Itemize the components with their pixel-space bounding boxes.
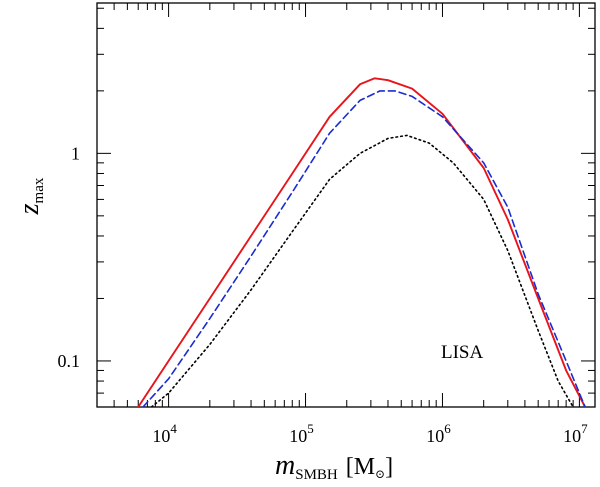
- y-axis-label-main: z: [14, 203, 45, 215]
- x-axis-label: mSMBH [M⊙]: [275, 450, 393, 483]
- plot-frame: [96, 2, 596, 408]
- y-axis-label: zmax: [14, 177, 47, 215]
- x-axis-label-sub: SMBH: [295, 467, 338, 483]
- x-tick-label: 104: [152, 421, 177, 446]
- y-tick-label: 1: [71, 143, 80, 163]
- x-axis-label-unit-open: [M: [346, 454, 375, 480]
- x-axis-label-unit-close: ]: [385, 454, 393, 480]
- x-tick-label: 105: [289, 421, 314, 446]
- x-axis-label-main: m: [275, 450, 295, 481]
- x-axis-label-unit-symbol: ⊙: [375, 467, 385, 481]
- series-line-solid: [137, 77, 587, 407]
- x-tick-label: 106: [426, 421, 451, 446]
- series-line-dotted: [150, 134, 574, 407]
- series-line-dashed: [142, 90, 586, 407]
- tick-labels: 104 105 106 107 0.1 1: [58, 143, 589, 446]
- annotation-lisa: LISA: [441, 342, 484, 363]
- y-axis-label-sub: max: [31, 177, 47, 203]
- x-tick-label: 107: [563, 421, 588, 446]
- series-layer: [137, 77, 587, 407]
- y-tick-label: 0.1: [58, 351, 81, 371]
- ticks: [96, 3, 595, 408]
